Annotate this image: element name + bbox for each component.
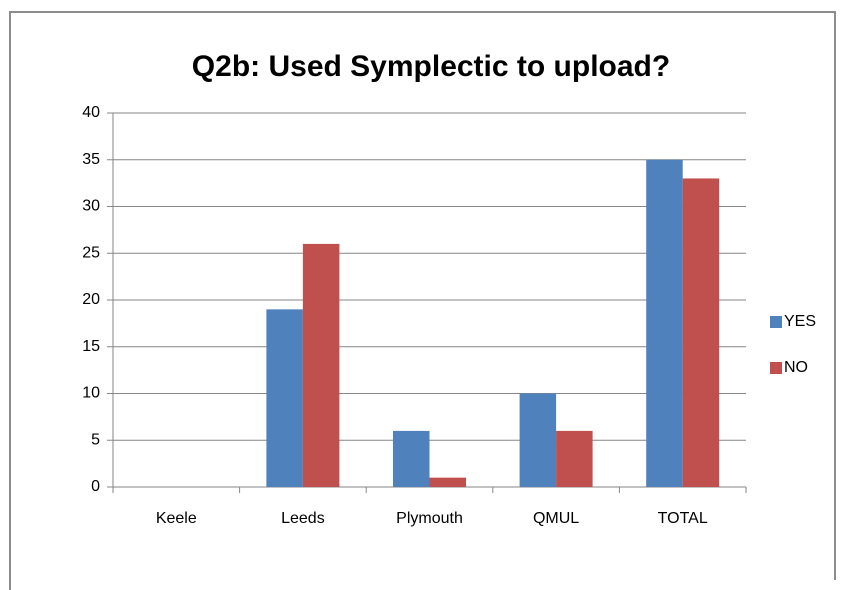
y-tick-label: 10 — [82, 385, 100, 402]
chart-frame — [9, 11, 836, 590]
x-tick-label: QMUL — [533, 510, 579, 527]
y-tick-label: 20 — [82, 291, 100, 308]
legend-swatch — [770, 316, 782, 328]
legend-label: YES — [784, 313, 816, 330]
legend-label: NO — [784, 359, 808, 376]
bar — [556, 430, 593, 487]
y-tick-label: 5 — [91, 431, 100, 448]
x-tick-label: Leeds — [281, 510, 325, 527]
y-tick-label: 30 — [82, 198, 100, 215]
bar — [393, 430, 430, 487]
bar — [429, 477, 466, 487]
x-tick-label: TOTAL — [658, 510, 708, 527]
y-tick-label: 15 — [82, 338, 100, 355]
bar — [682, 178, 720, 487]
bar — [302, 243, 340, 487]
legend-swatch — [770, 362, 782, 374]
bar — [646, 159, 683, 487]
x-tick-label: Keele — [156, 510, 197, 527]
y-tick-label: 0 — [91, 478, 100, 495]
bar — [519, 393, 557, 487]
bar — [266, 309, 303, 487]
y-tick-label: 25 — [82, 244, 100, 261]
y-tick-label: 35 — [82, 151, 100, 168]
x-tick-label: Plymouth — [396, 510, 463, 527]
chart-title: Q2b: Used Symplectic to upload? — [192, 50, 670, 83]
y-tick-label: 40 — [82, 104, 100, 121]
